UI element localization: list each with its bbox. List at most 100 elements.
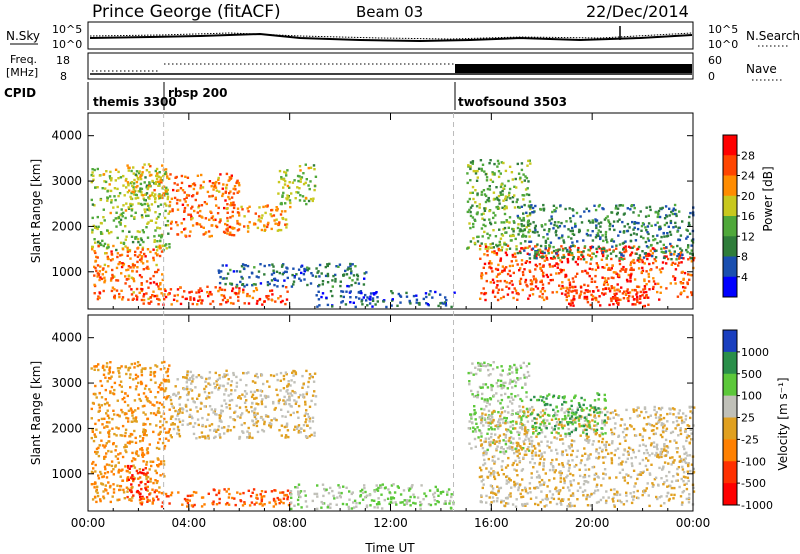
power-cell [626, 280, 629, 283]
power-cell [277, 180, 281, 184]
velocity-cell [116, 457, 120, 460]
power-cell [505, 198, 508, 202]
velocity-cell [200, 496, 204, 499]
power-cell [503, 243, 506, 246]
power-cell [603, 277, 607, 280]
power-cell [558, 284, 561, 287]
velocity-cell [508, 368, 511, 371]
velocity-cell [269, 374, 273, 377]
power-cell [641, 222, 645, 225]
power-cell [184, 234, 187, 237]
velocity-cell [592, 440, 595, 443]
power-cell [265, 296, 269, 299]
power-cell [515, 200, 518, 204]
power-cell [491, 242, 494, 245]
velocity-cell [229, 392, 233, 396]
power-cell [131, 190, 134, 193]
velocity-cell [111, 417, 114, 421]
velocity-cell [670, 463, 673, 466]
power-cell [522, 198, 525, 201]
velocity-cell [151, 501, 154, 504]
power-cell [214, 218, 217, 221]
power-cell [408, 299, 411, 303]
power-cell [209, 302, 212, 306]
power-cell [418, 303, 421, 306]
velocity-cell [212, 500, 215, 503]
velocity-cell [148, 443, 151, 446]
power-cell [219, 173, 222, 176]
power-cell [501, 189, 504, 193]
power-cell [163, 216, 167, 220]
velocity-cell [482, 478, 485, 481]
power-cell [486, 232, 489, 235]
velocity-cell [474, 445, 477, 448]
power-cell [285, 286, 288, 289]
power-cell [484, 245, 488, 248]
power-cell [588, 254, 591, 257]
power-cell [298, 199, 302, 202]
velocity-cell [510, 366, 513, 369]
power-cell [444, 304, 448, 307]
power-cell [125, 177, 128, 181]
velocity-cell [254, 417, 258, 421]
power-cell [501, 193, 504, 196]
power-cell [560, 221, 563, 225]
velocity-cell [560, 425, 564, 429]
velocity-cell [148, 493, 151, 496]
velocity-cell [515, 368, 518, 372]
power-cell [156, 240, 159, 243]
velocity-cell [546, 444, 549, 448]
power-cell [127, 298, 130, 301]
power-cell [497, 263, 500, 267]
velocity-cell [412, 501, 415, 505]
power-cell [396, 304, 399, 307]
velocity-cell [262, 430, 266, 433]
velocity-cell [189, 388, 192, 391]
power-cell [583, 291, 586, 295]
power-cell [270, 273, 274, 276]
power-cell [542, 255, 545, 259]
power-cell [508, 247, 512, 250]
velocity-cell [305, 391, 309, 394]
power-cell [579, 293, 582, 296]
power-cell [557, 226, 560, 229]
power-cell [197, 204, 201, 207]
power-cell [140, 191, 143, 194]
power-cell [641, 260, 644, 264]
velocity-cell [169, 434, 172, 437]
power-cell [128, 230, 131, 233]
velocity-cell [469, 371, 473, 375]
velocity-cell [283, 494, 286, 497]
power-cell [119, 218, 123, 221]
velocity-cell [486, 400, 489, 403]
power-cell [569, 304, 572, 307]
power-cell [296, 186, 299, 189]
velocity-cell [297, 492, 300, 495]
velocity-cell [497, 487, 501, 490]
power-cell [309, 166, 313, 169]
velocity-cell [130, 362, 133, 366]
power-cell [339, 284, 342, 288]
power-cell [681, 282, 685, 285]
velocity-cell [569, 472, 572, 476]
power-cell [564, 207, 567, 211]
power-cell [499, 185, 503, 189]
power-cell [138, 258, 142, 262]
power-cell [200, 173, 203, 177]
power-cell [202, 226, 205, 229]
power-cell [229, 204, 232, 207]
power-cell [137, 171, 141, 175]
power-cell [634, 239, 638, 242]
power-cell [484, 247, 487, 250]
power-cell [285, 174, 288, 177]
velocity-cell [508, 477, 511, 481]
power-cell [155, 177, 159, 181]
power-cell [192, 187, 196, 191]
power-cell [568, 286, 572, 289]
power-cell [499, 172, 502, 175]
power-cell [601, 292, 604, 295]
velocity-cell [107, 432, 111, 436]
power-cell [548, 219, 551, 222]
velocity-cell [560, 471, 563, 475]
velocity-cell [535, 486, 538, 489]
